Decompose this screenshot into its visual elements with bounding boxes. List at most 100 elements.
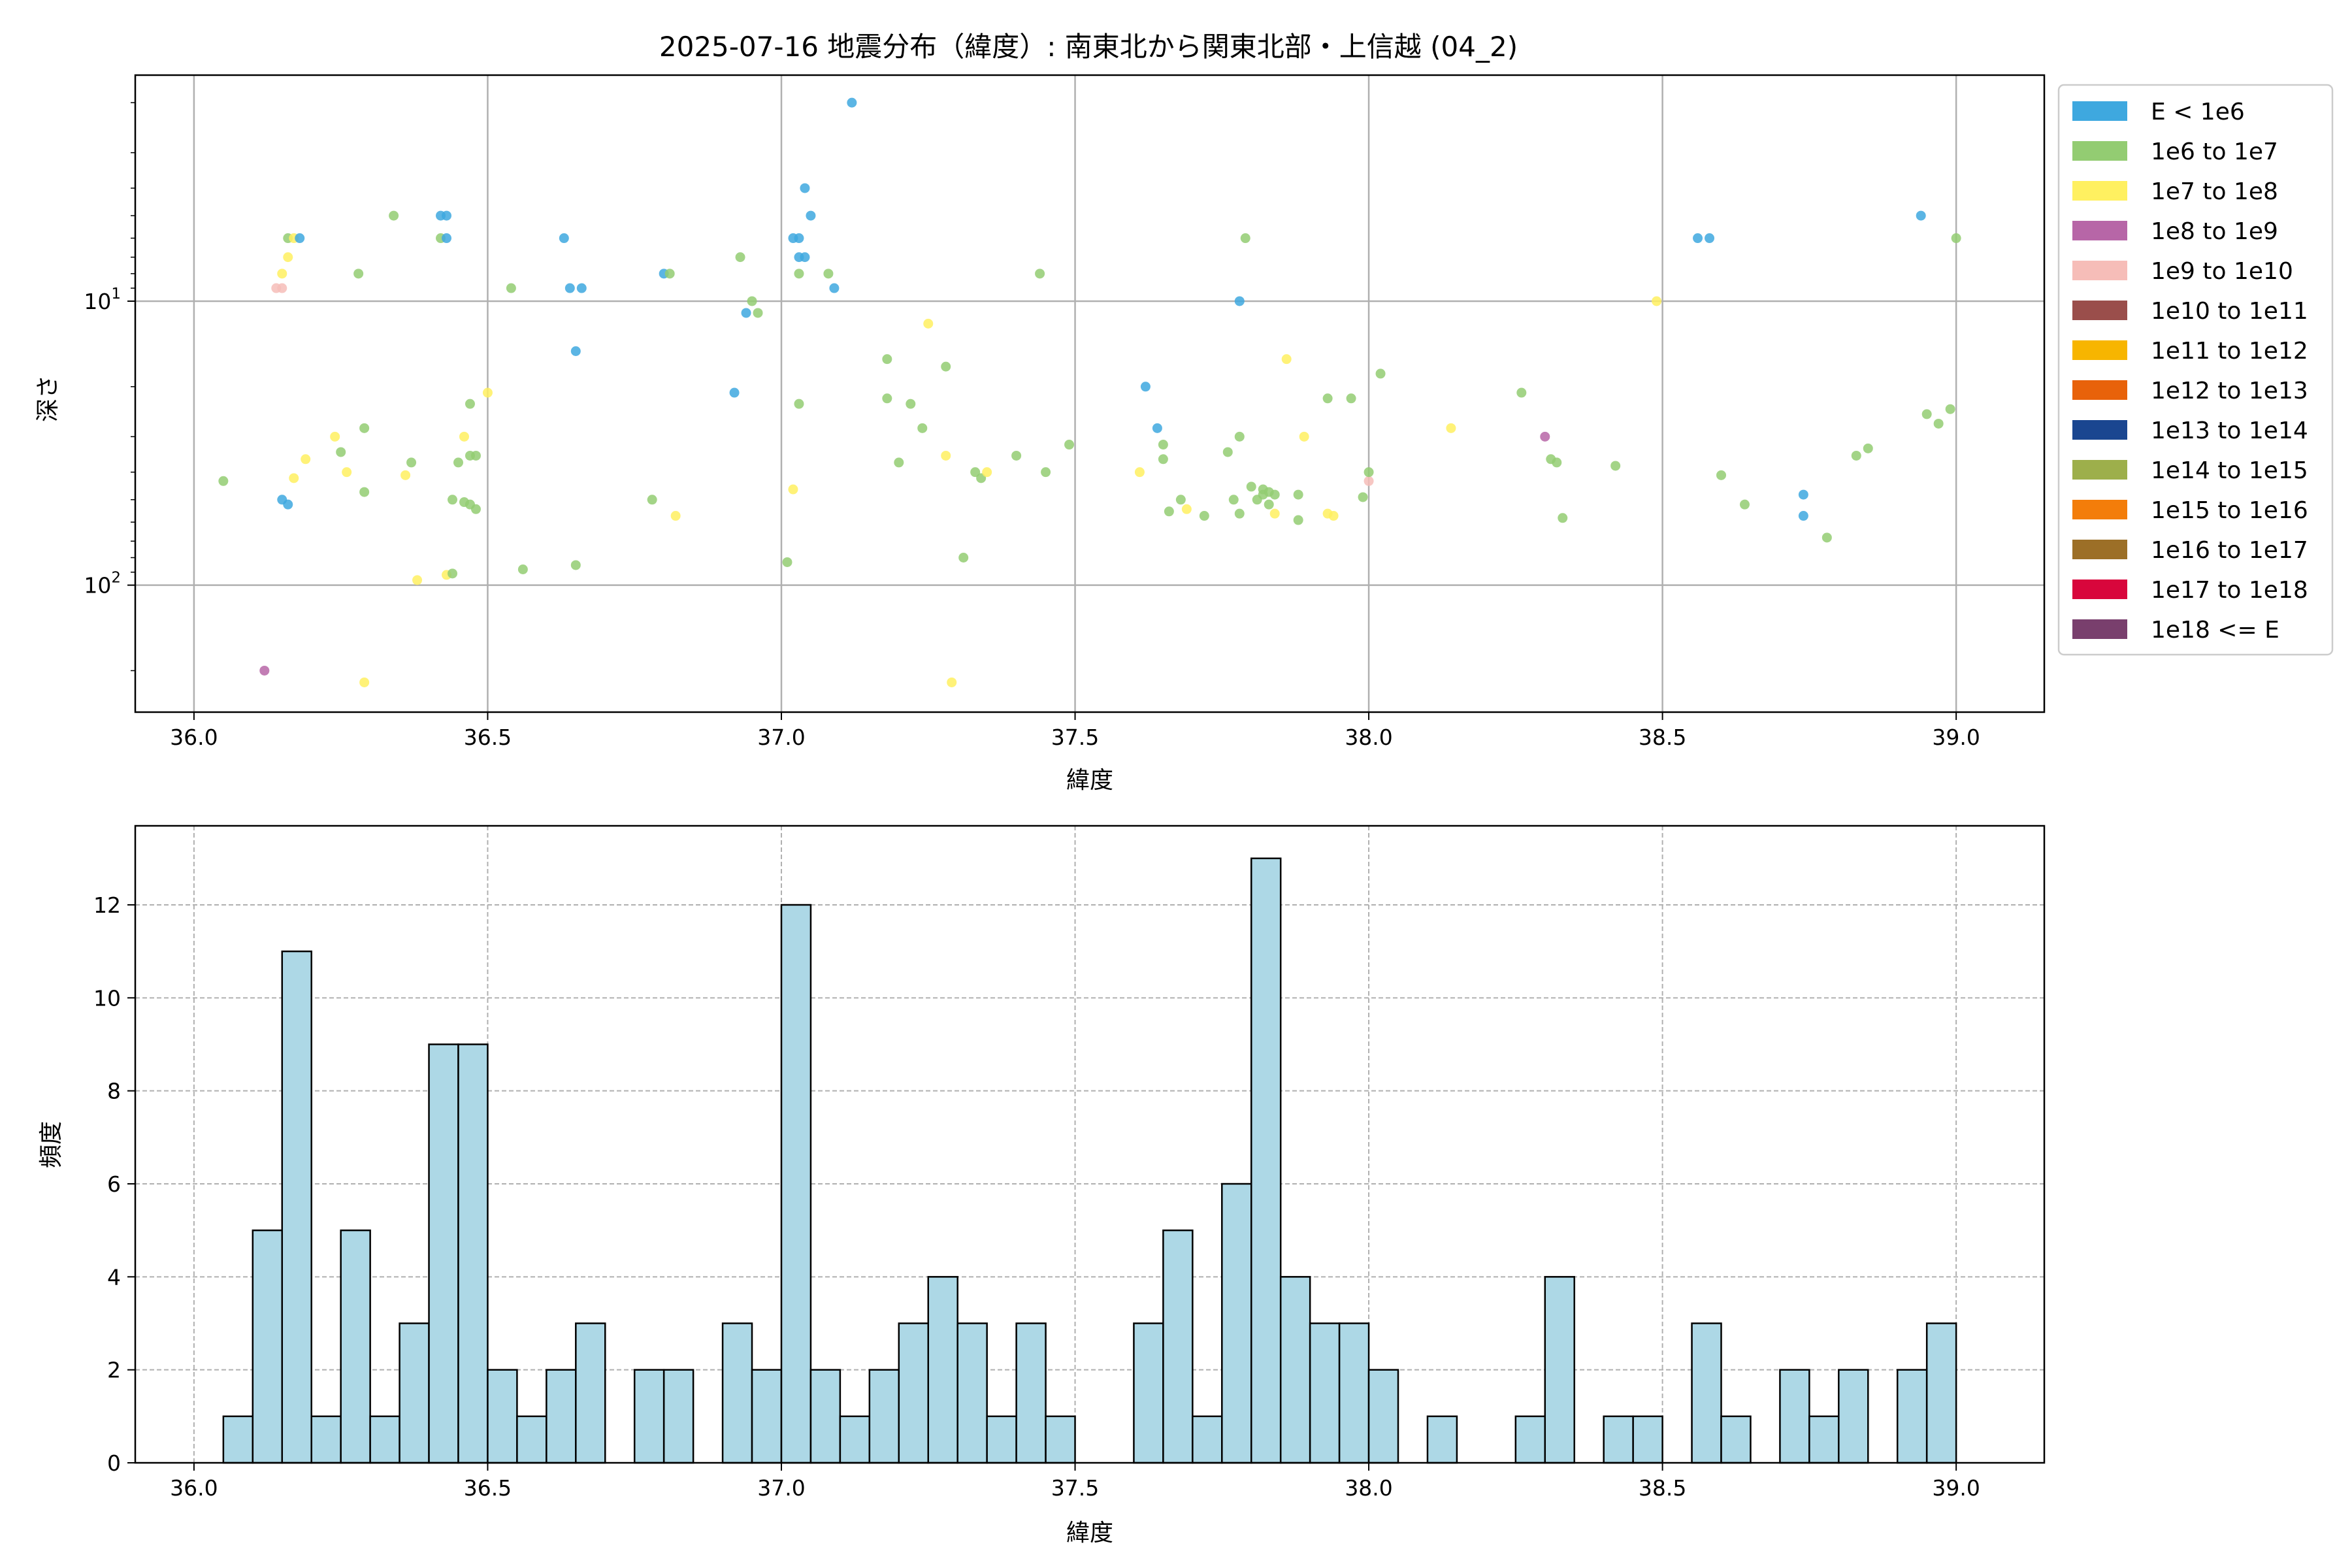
legend-swatch: [2072, 380, 2127, 400]
scatter-point: [570, 346, 581, 356]
histogram-y-tick-label: 0: [107, 1450, 121, 1476]
histogram-x-tick-label: 36.0: [170, 1475, 218, 1501]
scatter-x-tick-label: 38.5: [1639, 725, 1686, 750]
scatter-x-tick-label: 37.5: [1051, 725, 1099, 750]
scatter-point: [1716, 470, 1727, 480]
scatter-point: [1181, 504, 1192, 514]
scatter-point: [664, 269, 675, 279]
histogram-bar: [516, 1415, 547, 1464]
scatter-point: [1516, 387, 1527, 398]
scatter-point: [570, 560, 581, 570]
histogram-bar: [1720, 1415, 1752, 1464]
scatter-point: [806, 210, 816, 221]
histogram-bar: [662, 1369, 694, 1464]
histogram-bar: [1279, 1276, 1311, 1464]
histogram-bar: [809, 1369, 841, 1464]
scatter-point: [1234, 296, 1245, 306]
scatter-point: [277, 269, 287, 279]
scatter-point: [1041, 467, 1051, 478]
scatter-point: [1281, 354, 1292, 365]
histogram-bar: [1426, 1415, 1458, 1464]
scatter-y-tick-label: 102: [84, 570, 121, 598]
histogram-bar: [956, 1322, 988, 1464]
legend-label: 1e11 to 1e12: [2151, 338, 2308, 365]
scatter-point: [735, 252, 745, 263]
legend-swatch: [2072, 540, 2127, 559]
scatter-point: [1175, 495, 1186, 505]
scatter-point: [470, 504, 481, 514]
scatter-point: [1264, 499, 1274, 510]
histogram-bar: [1896, 1369, 1928, 1464]
scatter-point: [1035, 269, 1045, 279]
histogram-bar: [1338, 1322, 1370, 1464]
histogram-y-tick-label: 10: [93, 985, 121, 1011]
scatter-point: [1064, 440, 1075, 450]
scatter-point: [1933, 418, 1944, 429]
histogram-bar: [1514, 1415, 1546, 1464]
scatter-point: [1269, 489, 1280, 500]
scatter-point: [576, 283, 587, 293]
legend-swatch: [2072, 619, 2127, 639]
scatter-axes-frame: [134, 74, 2046, 713]
scatter-point: [794, 269, 804, 279]
histogram-y-tick-label: 6: [107, 1171, 121, 1197]
histogram-bar: [487, 1369, 518, 1464]
histogram-bar: [721, 1322, 753, 1464]
histogram-bar: [751, 1369, 783, 1464]
histogram-bar: [1925, 1322, 1957, 1464]
scatter-point: [1652, 296, 1662, 306]
legend-frame: [2057, 84, 2334, 656]
histogram-bar: [1367, 1369, 1399, 1464]
scatter-point: [506, 283, 516, 293]
histogram-bar: [222, 1415, 254, 1464]
scatter-point: [389, 210, 399, 221]
scatter-point: [1158, 440, 1168, 450]
histogram-bar: [1779, 1369, 1810, 1464]
scatter-point: [1328, 511, 1339, 521]
histogram-bar: [1015, 1322, 1047, 1464]
histogram-x-tick-label: 36.5: [464, 1475, 512, 1501]
histogram-bar: [1632, 1415, 1663, 1464]
histogram-bar: [1603, 1415, 1634, 1464]
scatter-point: [1798, 489, 1808, 500]
legend: E < 1e6 1e6 to 1e7 1e7 to 1e8 1e8 to 1e9 1e9…: [2057, 84, 2334, 656]
scatter-x-tick-label: 36.0: [170, 725, 218, 750]
histogram-bar: [1162, 1229, 1194, 1464]
scatter-point: [1346, 393, 1356, 404]
scatter-point: [1158, 454, 1168, 465]
legend-swatch: [2072, 301, 2127, 320]
scatter-point: [947, 677, 957, 687]
scatter-point: [1299, 431, 1309, 442]
scatter-gridlines: [135, 75, 2044, 712]
scatter-point: [941, 361, 951, 372]
histogram-x-tick-label: 39.0: [1932, 1475, 1980, 1501]
scatter-point: [823, 269, 834, 279]
scatter-point: [1269, 508, 1280, 519]
scatter-x-axis-label: 緯度: [1066, 767, 1113, 794]
scatter-point: [359, 487, 370, 497]
scatter-point: [747, 296, 757, 306]
scatter-point: [336, 447, 346, 457]
legend-label: 1e15 to 1e16: [2151, 497, 2308, 524]
scatter-point: [1234, 431, 1245, 442]
legend-swatch: [2072, 181, 2127, 201]
scatter-point: [353, 269, 364, 279]
scatter-x-tick-label: 39.0: [1932, 725, 1980, 750]
scatter-point: [442, 233, 452, 244]
histogram-bar: [633, 1369, 665, 1464]
histogram-ticks: 36.0 36.5 37.0 37.5 38.0 38.5 39.0 0 2 4 6 8 10 12: [93, 892, 1980, 1501]
scatter-point: [1693, 233, 1703, 244]
scatter-point: [283, 252, 293, 263]
scatter-point: [1134, 467, 1145, 478]
scatter-point: [976, 473, 987, 483]
scatter-point: [958, 553, 969, 563]
scatter-point: [1705, 233, 1715, 244]
legend-label: 1e8 to 1e9: [2151, 218, 2278, 245]
legend-label: 1e7 to 1e8: [2151, 178, 2278, 205]
scatter-point: [1228, 495, 1239, 505]
legend-label: 1e12 to 1e13: [2151, 378, 2308, 404]
histogram-bar: [252, 1229, 284, 1464]
scatter-point: [1446, 423, 1456, 433]
legend-swatch: [2072, 101, 2127, 121]
